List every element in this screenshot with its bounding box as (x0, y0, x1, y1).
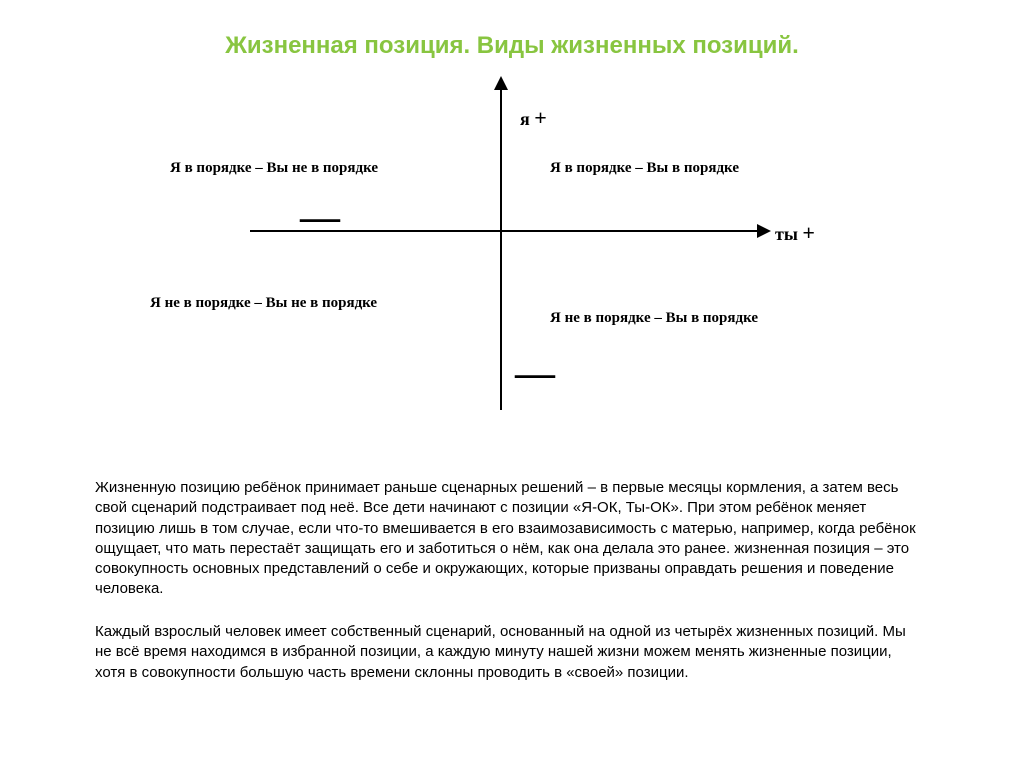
paragraph-2: Каждый взрослый человек имеет собственны… (95, 622, 925, 683)
quadrant-diagram: я + ты + — — Я в порядке – Вы не в поряд… (150, 80, 850, 410)
y-axis-arrow (494, 76, 508, 90)
quadrant-1-label: Я в порядке – Вы в порядке (550, 160, 739, 177)
slide: Жизненная позиция. Виды жизненных позици… (0, 0, 1024, 767)
quadrant-2-label: Я в порядке – Вы не в порядке (170, 160, 378, 177)
x-minus-sign: — (300, 197, 340, 237)
y-plus-sign: + (534, 105, 547, 130)
y-axis (500, 80, 502, 410)
quadrant-3-label: Я не в порядке – Вы не в порядке (150, 295, 377, 312)
quadrant-4-label: Я не в порядке – Вы в порядке (550, 310, 758, 327)
x-axis-arrow (757, 224, 771, 238)
x-axis-text: ты (775, 224, 798, 244)
x-plus-sign: + (802, 220, 815, 245)
x-axis-label: ты + (775, 220, 815, 246)
y-axis-text: я (520, 109, 530, 129)
y-axis-label: я + (520, 105, 547, 131)
y-minus-sign: — (515, 353, 555, 393)
paragraph-1: Жизненную позицию ребёнок принимает рань… (95, 478, 925, 600)
page-title: Жизненная позиция. Виды жизненных позици… (0, 32, 1024, 60)
